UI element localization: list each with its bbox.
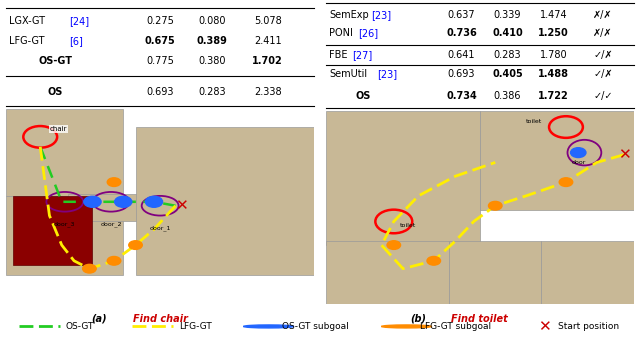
Text: LGX-GT: LGX-GT [10,16,49,26]
Circle shape [488,201,502,210]
Text: ✕: ✕ [618,147,631,162]
Text: 1.702: 1.702 [252,56,283,66]
Text: 5.078: 5.078 [254,16,282,26]
Text: [6]: [6] [69,36,83,46]
Text: 0.693: 0.693 [147,87,174,97]
Bar [6,109,124,196]
Text: 0.637: 0.637 [447,10,476,20]
Text: OS-GT subgoal: OS-GT subgoal [282,322,349,331]
Text: ✗/✗: ✗/✗ [593,28,612,38]
Text: [24]: [24] [69,16,90,26]
Circle shape [559,178,573,186]
Text: 1.780: 1.780 [540,50,568,60]
Text: PONI: PONI [329,28,353,38]
Text: OS: OS [355,91,371,101]
Circle shape [381,325,431,328]
Text: LFG-GT: LFG-GT [10,36,48,46]
Text: 1.250: 1.250 [538,28,569,38]
Text: Find chair: Find chair [132,314,188,324]
Text: 0.080: 0.080 [198,16,226,26]
Text: 1.722: 1.722 [538,91,569,101]
Text: 0.380: 0.380 [198,56,226,66]
Bar [541,241,634,304]
Text: OS: OS [48,87,63,97]
Text: 0.283: 0.283 [493,50,522,60]
Text: [23]: [23] [378,69,397,79]
Bar [68,194,259,221]
Text: 2.411: 2.411 [254,36,282,46]
Text: door_1: door_1 [149,225,171,231]
Bar [13,196,93,265]
Text: FBE: FBE [329,50,348,60]
Circle shape [84,196,101,207]
Text: 0.283: 0.283 [198,87,226,97]
Text: 0.775: 0.775 [146,56,174,66]
Text: toilet: toilet [526,119,542,124]
Text: 0.736: 0.736 [446,28,477,38]
Circle shape [145,196,163,207]
Text: 2.338: 2.338 [254,87,282,97]
Bar [136,127,314,274]
Text: (b): (b) [410,314,426,324]
Text: 0.675: 0.675 [145,36,175,46]
Text: [23]: [23] [371,10,391,20]
Circle shape [108,256,121,265]
Text: SemExp: SemExp [329,10,369,20]
Bar [326,241,449,304]
Text: ✕: ✕ [538,319,551,334]
Text: toilet: toilet [400,223,416,228]
Text: 0.693: 0.693 [447,69,475,79]
Text: ✓/✗: ✓/✗ [593,50,612,60]
Text: 0.389: 0.389 [197,36,228,46]
Text: ✓/✓: ✓/✓ [593,91,612,101]
Bar [6,196,124,274]
Circle shape [129,241,142,249]
Text: door_2: door_2 [100,221,122,227]
Bar [480,111,634,210]
Text: chair: chair [49,126,67,132]
Circle shape [243,325,294,328]
Text: [27]: [27] [351,50,372,60]
Circle shape [83,264,96,273]
Text: door: door [572,160,586,166]
Text: 0.405: 0.405 [492,69,523,79]
Text: [26]: [26] [358,28,378,38]
Text: SemUtil: SemUtil [329,69,367,79]
Text: 0.410: 0.410 [492,28,523,38]
Text: ✓/✗: ✓/✗ [593,69,612,79]
Text: 1.474: 1.474 [540,10,568,20]
Text: ✕: ✕ [175,198,188,213]
Circle shape [427,256,440,265]
Text: 0.275: 0.275 [146,16,174,26]
Text: OS-GT: OS-GT [66,322,94,331]
Text: 1.488: 1.488 [538,69,569,79]
Bar [449,241,541,304]
Text: Find toilet: Find toilet [451,314,508,324]
Text: 0.641: 0.641 [447,50,475,60]
Circle shape [115,196,132,207]
Bar [326,111,480,245]
Circle shape [108,178,121,186]
Text: Start position: Start position [558,322,620,331]
Text: 0.734: 0.734 [446,91,477,101]
Circle shape [387,241,401,249]
Text: ✗/✗: ✗/✗ [593,10,612,20]
Text: LFG-GT subgoal: LFG-GT subgoal [420,322,492,331]
Circle shape [571,148,586,158]
Text: OS-GT: OS-GT [38,56,72,66]
Text: 0.339: 0.339 [494,10,522,20]
Text: LFG-GT: LFG-GT [179,322,212,331]
Text: door_3: door_3 [54,221,76,227]
Text: 0.386: 0.386 [494,91,522,101]
Text: (a): (a) [91,314,106,324]
